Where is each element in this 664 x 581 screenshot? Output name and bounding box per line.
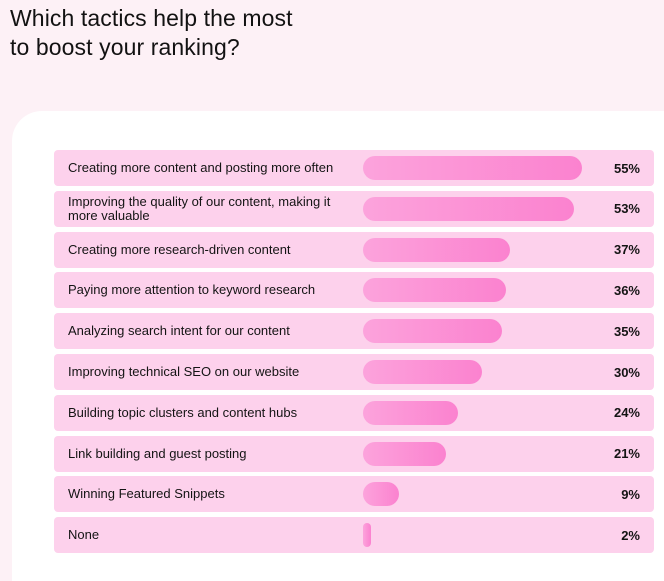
bar [363, 319, 503, 344]
bar [363, 482, 399, 507]
bar [363, 196, 574, 221]
bar-row: Link building and guest posting 21% [54, 435, 654, 472]
bar-track [363, 156, 593, 180]
category-label: Creating more content and posting more o… [68, 160, 334, 175]
bar [363, 278, 507, 303]
chart-title: Which tactics help the most to boost you… [10, 4, 430, 62]
value-label: 30% [613, 364, 640, 380]
value-label: 9% [621, 486, 640, 502]
bar [363, 156, 582, 180]
bar-track [363, 278, 593, 303]
category-label: Winning Featured Snippets [68, 486, 225, 502]
category-label: Analyzing search intent for our content [68, 323, 290, 339]
value-label: 37% [613, 242, 640, 258]
bar-track [363, 482, 593, 507]
bar [363, 237, 510, 262]
bar-row: Paying more attention to keyword researc… [54, 272, 654, 309]
bar-track [363, 360, 593, 384]
bar [363, 523, 371, 548]
category-label: None [68, 527, 100, 543]
category-label: Paying more attention to keyword researc… [68, 282, 316, 298]
value-label: 2% [621, 527, 640, 543]
category-label: Building topic clusters and content hubs [68, 404, 298, 420]
bar-row: Creating more content and posting more o… [54, 150, 654, 186]
value-label: 24% [613, 405, 640, 421]
value-label: 21% [613, 446, 640, 462]
bar-track [363, 196, 593, 221]
bar-track [363, 441, 593, 466]
bar [363, 441, 447, 466]
value-label: 53% [613, 201, 640, 217]
category-label: Link building and guest posting [68, 445, 247, 461]
category-label: Improving the quality of our content, ma… [68, 193, 331, 223]
bar-track [363, 400, 593, 425]
bar-track [363, 319, 593, 344]
value-label: 36% [613, 282, 640, 298]
category-label: Creating more research-driven content [68, 241, 291, 257]
bar-row: Building topic clusters and content hubs… [54, 394, 654, 431]
bar-row: None 2% [54, 517, 654, 554]
bar-row: Winning Featured Snippets 9% [54, 476, 654, 513]
category-label: Improving technical SEO on our website [68, 364, 300, 379]
bar-row: Improving technical SEO on our website 30… [54, 354, 654, 390]
value-label: 55% [613, 160, 640, 176]
chart-title-line-1: Which tactics help the most [10, 5, 293, 31]
bar-row: Creating more research-driven content 37% [54, 231, 654, 268]
bar-track [363, 523, 593, 548]
bar [363, 360, 483, 384]
bar [363, 400, 459, 425]
bar-track [363, 237, 593, 262]
bar-row: Improving the quality of our content, ma… [54, 190, 654, 227]
chart-title-line-2: to boost your ranking? [10, 34, 240, 60]
bar-row: Analyzing search intent for our content 3… [54, 313, 654, 350]
value-label: 35% [613, 323, 640, 339]
